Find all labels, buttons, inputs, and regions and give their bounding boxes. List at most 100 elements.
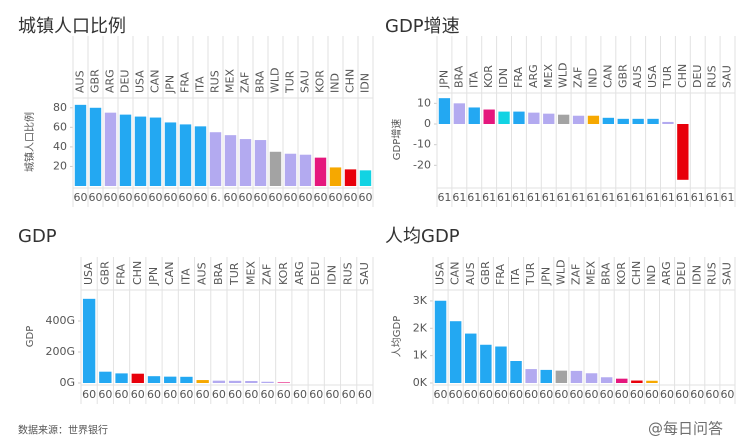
bar bbox=[647, 118, 659, 124]
y-tick-label: 0 bbox=[424, 117, 431, 130]
bar bbox=[115, 373, 128, 383]
y-tick-label: 400G bbox=[45, 314, 75, 327]
category-label: FRA bbox=[179, 71, 192, 93]
period-label: 60 bbox=[325, 388, 339, 401]
period-label: 61 bbox=[601, 191, 615, 204]
period-label: 60 bbox=[179, 191, 193, 204]
category-label: BRA bbox=[254, 70, 267, 93]
category-label: IDN bbox=[497, 68, 510, 88]
category-label: AUS bbox=[196, 262, 209, 285]
bar bbox=[196, 380, 209, 383]
bar bbox=[245, 380, 258, 383]
period-label: 61 bbox=[512, 191, 526, 204]
period-label: 60 bbox=[630, 388, 644, 401]
category-label: DEU bbox=[309, 262, 322, 285]
bar bbox=[631, 380, 643, 383]
period-label: 60 bbox=[690, 388, 704, 401]
bar bbox=[543, 113, 555, 124]
bar bbox=[483, 109, 495, 124]
category-label: ITA bbox=[467, 71, 480, 88]
category-label: AUS bbox=[74, 70, 87, 93]
period-label: 60 bbox=[600, 388, 614, 401]
period-label: 60 bbox=[82, 388, 96, 401]
period-label: 61 bbox=[482, 191, 496, 204]
period-label: 61 bbox=[676, 191, 690, 204]
period-label: 60 bbox=[615, 388, 629, 401]
bar bbox=[329, 167, 342, 186]
category-label: SAU bbox=[721, 65, 734, 88]
category-label: ARG bbox=[293, 261, 306, 285]
category-label: TUR bbox=[284, 70, 297, 94]
category-label: FRA bbox=[494, 263, 507, 285]
period-label: 60 bbox=[261, 388, 275, 401]
period-label: 60 bbox=[293, 388, 307, 401]
bar bbox=[528, 112, 540, 124]
category-label: IND bbox=[645, 265, 658, 285]
period-label: 61 bbox=[497, 191, 511, 204]
period-label: 61 bbox=[467, 191, 481, 204]
category-label: MEX bbox=[224, 69, 237, 93]
y-tick-label: 40 bbox=[53, 140, 67, 153]
period-label: 60 bbox=[98, 388, 112, 401]
bar bbox=[131, 373, 144, 383]
period-label: 60 bbox=[479, 388, 493, 401]
watermark: @每日问答 bbox=[648, 420, 723, 438]
bar bbox=[228, 380, 242, 383]
bar bbox=[495, 346, 507, 383]
chart-title: 城镇人口比例 bbox=[18, 16, 126, 37]
category-label: ITA bbox=[509, 268, 522, 285]
category-label: ARG bbox=[104, 69, 117, 93]
period-label: 60 bbox=[705, 388, 719, 401]
period-label: 60 bbox=[660, 388, 674, 401]
bar bbox=[600, 377, 613, 383]
category-label: KOR bbox=[482, 65, 495, 88]
category-label: FRA bbox=[512, 66, 525, 88]
bar bbox=[134, 116, 147, 186]
bar bbox=[179, 124, 192, 186]
category-label: DEU bbox=[119, 70, 132, 93]
y-tick-label: 20 bbox=[53, 159, 67, 172]
bar bbox=[224, 135, 237, 186]
bar bbox=[465, 333, 477, 383]
period-label: 61 bbox=[586, 191, 600, 204]
category-label: JPN bbox=[164, 75, 177, 94]
category-label: DEU bbox=[691, 65, 704, 88]
period-label: 60 bbox=[329, 191, 343, 204]
bar bbox=[239, 139, 252, 186]
category-label: SAU bbox=[720, 262, 733, 285]
bar bbox=[602, 117, 615, 124]
period-label: 60 bbox=[358, 388, 372, 401]
category-label: BRA bbox=[452, 65, 465, 88]
y-tick-label: 10 bbox=[417, 96, 431, 109]
source-note: 数据来源：世界银行 bbox=[18, 424, 108, 437]
bar bbox=[616, 378, 628, 383]
period-label: 61 bbox=[616, 191, 630, 204]
period-label: 60 bbox=[196, 388, 210, 401]
category-label: CAN bbox=[163, 262, 176, 285]
period-label: 61 bbox=[572, 191, 586, 204]
period-label: 60 bbox=[74, 191, 88, 204]
category-label: CAN bbox=[149, 70, 162, 93]
bar bbox=[480, 344, 492, 383]
category-label: ZAF bbox=[261, 264, 274, 285]
y-tick-label: 80 bbox=[53, 101, 67, 114]
y-tick-label: -10 bbox=[413, 138, 431, 151]
bar bbox=[254, 140, 267, 186]
category-label: CHN bbox=[344, 69, 357, 93]
period-label: 60 bbox=[569, 388, 583, 401]
y-tick-label: 200G bbox=[45, 345, 75, 358]
category-label: ZAF bbox=[239, 72, 252, 93]
y-tick-label: 1K bbox=[413, 349, 428, 362]
period-label: 60 bbox=[115, 388, 129, 401]
category-label: JPN bbox=[147, 267, 160, 286]
period-label: 60 bbox=[359, 191, 373, 204]
category-label: BRA bbox=[600, 262, 613, 285]
category-label: CAN bbox=[601, 65, 614, 88]
category-label: DEU bbox=[675, 262, 688, 285]
category-label: ITA bbox=[179, 268, 192, 285]
category-label: CHN bbox=[131, 261, 144, 285]
category-label: SAU bbox=[358, 262, 371, 285]
period-label: 61 bbox=[721, 191, 735, 204]
category-label: KOR bbox=[314, 70, 327, 93]
category-label: USA bbox=[134, 70, 147, 93]
